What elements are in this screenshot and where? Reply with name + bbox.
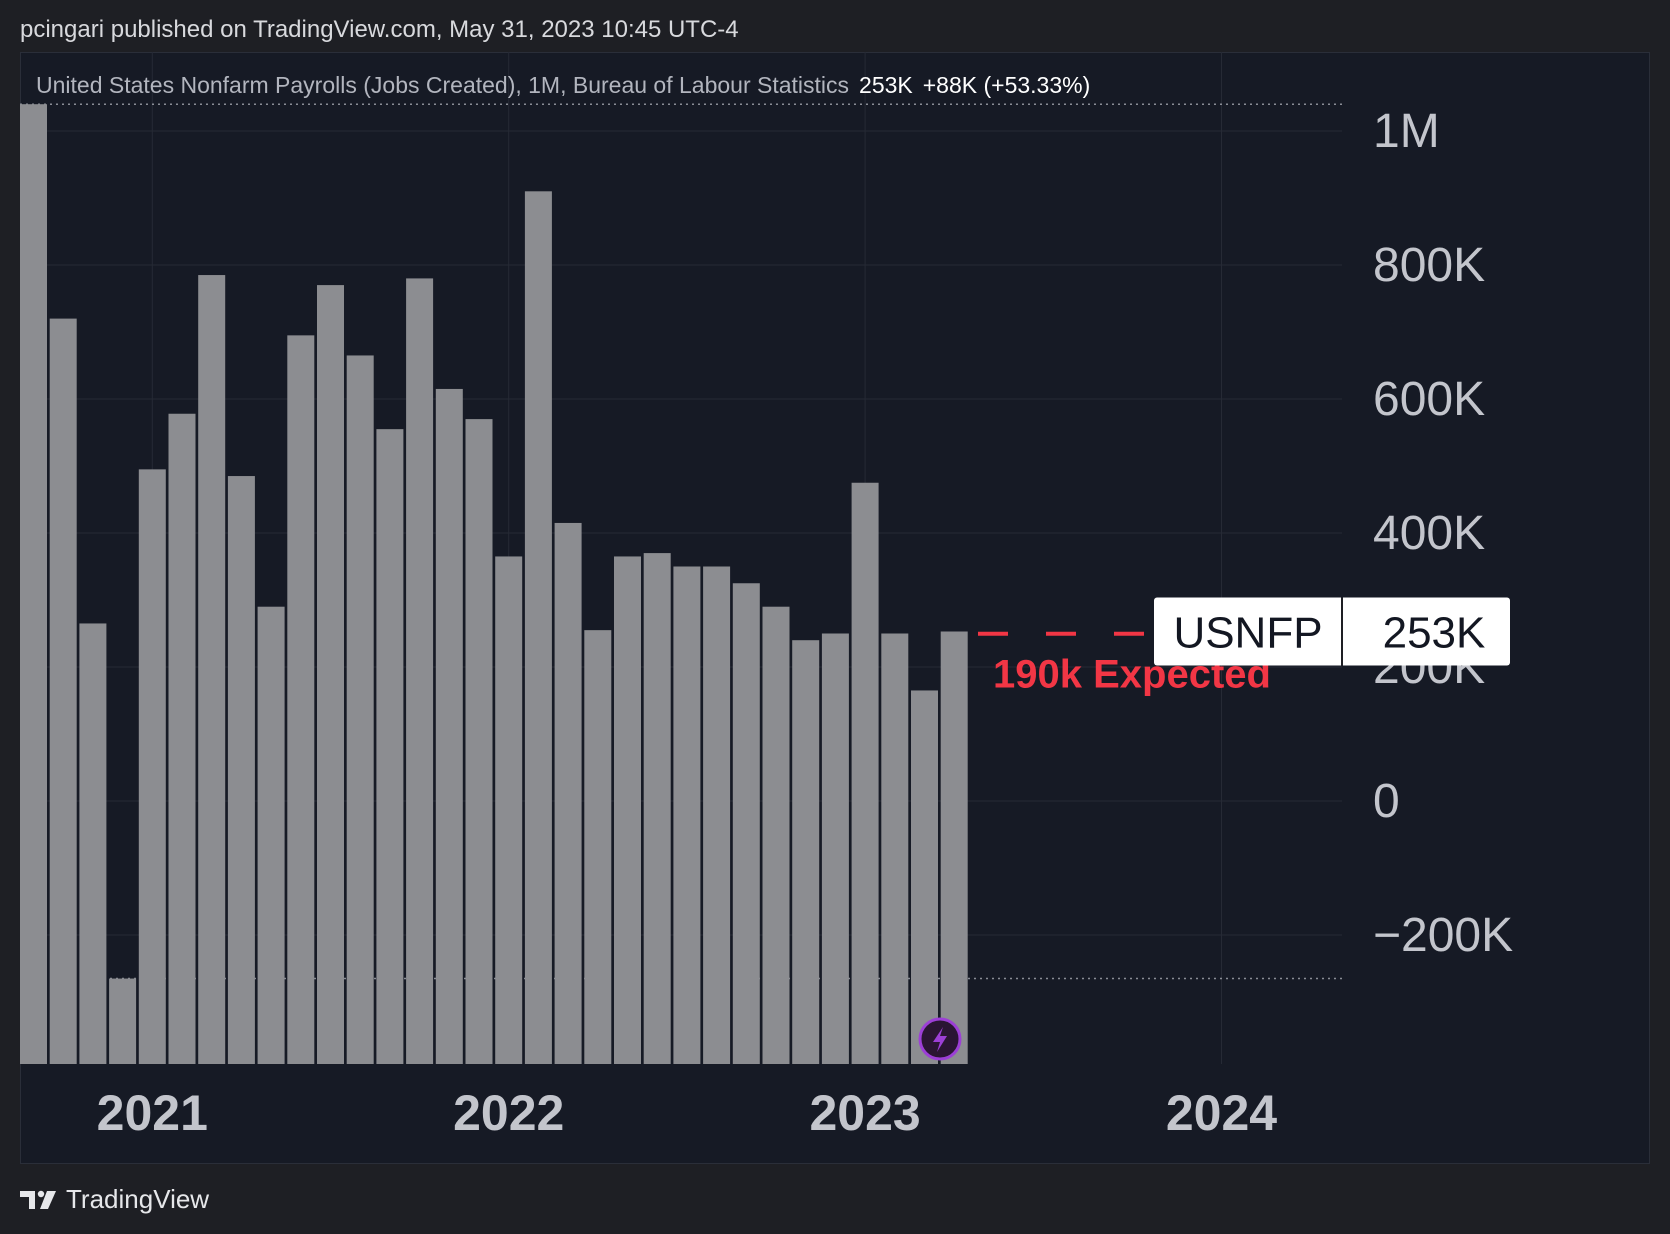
published-info: pcingari published on TradingView.com, M… <box>20 16 739 43</box>
price-label-box <box>1154 597 1510 666</box>
price-label: USNFP 253K <box>1154 597 1510 666</box>
bar-series <box>20 104 968 1065</box>
bar[interactable] <box>524 191 552 1065</box>
x-tick-label: 2024 <box>1166 1085 1277 1141</box>
bar[interactable] <box>643 553 671 1064</box>
bar[interactable] <box>435 388 463 1064</box>
x-tick-label: 2021 <box>97 1085 208 1141</box>
legend-last-value: 253K <box>859 72 913 98</box>
bar[interactable] <box>346 355 374 1064</box>
bar[interactable] <box>376 429 404 1064</box>
y-tick-label: 0 <box>1373 775 1400 828</box>
bar[interactable] <box>792 640 820 1064</box>
bar[interactable] <box>911 690 938 1064</box>
bar[interactable] <box>49 318 77 1065</box>
bar[interactable] <box>940 631 968 1064</box>
bar[interactable] <box>317 285 344 1065</box>
y-tick-label: 400K <box>1373 507 1485 560</box>
tradingview-logo-icon <box>20 1190 56 1209</box>
y-tick-label: 600K <box>1373 373 1485 426</box>
footer-brand[interactable]: TradingView <box>20 1184 209 1215</box>
lightning-icon[interactable] <box>918 1017 962 1061</box>
bar[interactable] <box>138 469 166 1065</box>
legend-change: +88K (+53.33%) <box>922 72 1091 98</box>
series-legend: United States Nonfarm Payrolls (Jobs Cre… <box>36 72 1090 99</box>
bar[interactable] <box>168 413 196 1064</box>
bar[interactable] <box>495 556 523 1064</box>
price-label-symbol: USNFP <box>1173 608 1322 657</box>
bar[interactable] <box>465 419 493 1065</box>
y-tick-label: 800K <box>1373 239 1485 292</box>
event-marker <box>918 1017 962 1061</box>
bar[interactable] <box>198 275 226 1064</box>
bar[interactable] <box>406 278 434 1064</box>
bar[interactable] <box>584 630 612 1064</box>
bar[interactable] <box>732 583 760 1064</box>
bar[interactable] <box>287 335 315 1065</box>
y-tick-label: −200K <box>1373 909 1513 962</box>
bar[interactable] <box>79 623 107 1064</box>
bar[interactable] <box>257 606 285 1064</box>
x-tick-label: 2022 <box>453 1085 564 1141</box>
bar[interactable] <box>881 633 909 1065</box>
legend-title: United States Nonfarm Payrolls (Jobs Cre… <box>36 72 850 98</box>
bar[interactable] <box>851 482 879 1064</box>
bar[interactable] <box>227 476 255 1064</box>
x-tick-label: 2023 <box>809 1085 920 1141</box>
bar[interactable] <box>762 606 790 1064</box>
footer-brand-label: TradingView <box>66 1184 210 1214</box>
y-tick-label: 1M <box>1373 105 1440 158</box>
bar[interactable] <box>20 104 47 1064</box>
bar[interactable] <box>703 566 731 1065</box>
bar[interactable] <box>821 633 849 1065</box>
x-axis: 2021 2022 2023 2024 <box>97 1085 1278 1141</box>
price-label-value: 253K <box>1383 608 1486 657</box>
bar[interactable] <box>673 566 701 1065</box>
bar[interactable] <box>614 556 641 1064</box>
bar[interactable] <box>554 522 582 1064</box>
bar[interactable] <box>109 978 137 1064</box>
